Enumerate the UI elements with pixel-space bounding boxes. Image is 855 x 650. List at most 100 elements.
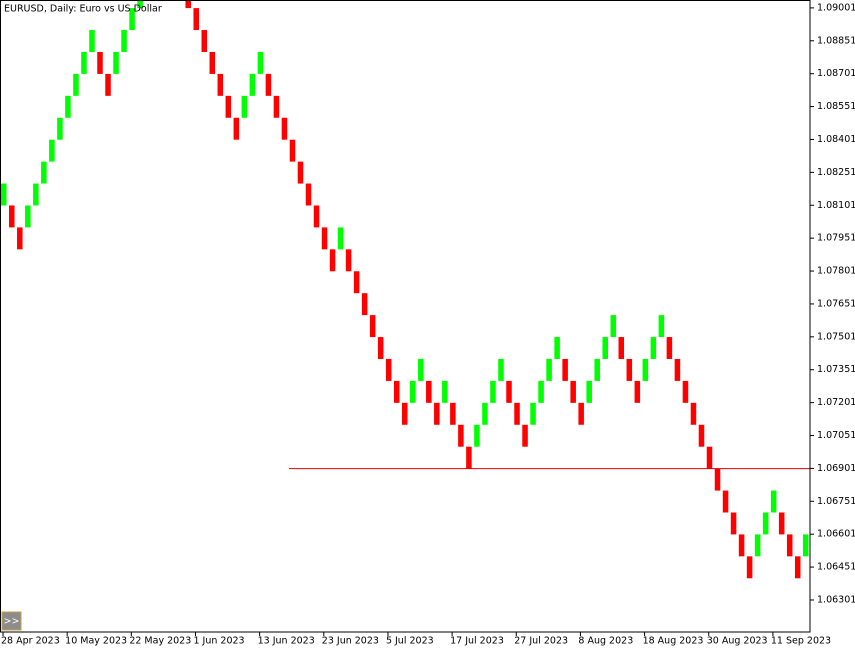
- renko-brick: [802, 534, 809, 557]
- renko-brick: [297, 161, 304, 184]
- renko-brick: [217, 73, 224, 96]
- renko-brick: [418, 358, 424, 381]
- y-tick-label: 1.09001: [817, 2, 855, 13]
- plot-area: [1, 0, 810, 579]
- renko-brick: [714, 468, 721, 491]
- renko-brick: [778, 512, 785, 535]
- scroll-button[interactable]: >>: [1, 611, 22, 631]
- renko-brick: [546, 358, 552, 381]
- renko-brick: [57, 117, 63, 140]
- renko-brick: [369, 315, 376, 338]
- x-tick-label: 18 Aug 2023: [643, 636, 704, 647]
- renko-brick: [618, 337, 625, 359]
- renko-brick: [562, 358, 568, 381]
- x-tick-label: 17 Jul 2023: [450, 636, 504, 647]
- renko-brick: [225, 95, 232, 118]
- renko-brick: [201, 30, 208, 52]
- renko-brick: [9, 205, 15, 228]
- renko-brick: [610, 315, 617, 338]
- renko-brick: [393, 380, 400, 403]
- renko-brick: [674, 358, 681, 381]
- renko-brick: [17, 227, 23, 250]
- renko-brick: [313, 205, 320, 228]
- renko-brick: [442, 380, 448, 403]
- plot-frame: [0, 0, 811, 633]
- renko-brick: [81, 51, 87, 74]
- renko-brick: [498, 358, 504, 381]
- renko-brick: [698, 424, 705, 447]
- y-tick-label: 1.06601: [817, 529, 855, 540]
- y-tick-label: 1.07501: [817, 331, 855, 342]
- renko-brick: [97, 51, 103, 74]
- x-tick-label: 27 Jul 2023: [514, 636, 568, 647]
- y-tick-label: 1.06451: [817, 562, 855, 573]
- renko-brick: [530, 402, 536, 425]
- renko-brick: [273, 95, 280, 118]
- renko-brick: [586, 380, 592, 403]
- renko-brick: [762, 512, 769, 535]
- renko-brick: [105, 73, 111, 96]
- renko-brick: [474, 424, 480, 447]
- renko-brick: [722, 490, 729, 513]
- renko-brick: [626, 358, 633, 381]
- y-tick-label: 1.07801: [817, 266, 855, 277]
- renko-brick: [642, 358, 649, 381]
- scroll-button-label[interactable]: >>: [4, 616, 20, 627]
- renko-brick: [265, 73, 272, 96]
- renko-brick: [754, 534, 761, 557]
- renko-brick: [738, 534, 745, 557]
- renko-brick: [289, 139, 296, 162]
- renko-brick: [634, 380, 641, 403]
- y-tick-label: 1.08101: [817, 200, 855, 211]
- renko-brick: [578, 402, 584, 425]
- renko-brick: [602, 337, 609, 359]
- renko-brick: [33, 183, 39, 206]
- renko-brick: [257, 51, 264, 74]
- renko-brick: [281, 117, 288, 140]
- y-tick-label: 1.07051: [817, 430, 855, 441]
- renko-brick: [434, 402, 440, 425]
- renko-brick: [570, 380, 576, 403]
- renko-brick: [185, 0, 191, 9]
- renko-brick: [450, 402, 456, 425]
- y-tick-label: 1.07651: [817, 298, 855, 309]
- scroll-button-box[interactable]: [1, 611, 22, 631]
- renko-brick: [49, 139, 55, 162]
- renko-brick: [706, 446, 713, 469]
- x-tick-label: 5 Jul 2023: [386, 636, 434, 647]
- renko-brick: [786, 534, 793, 557]
- renko-brick: [321, 227, 328, 250]
- renko-brick: [794, 556, 801, 579]
- renko-brick: [41, 161, 47, 184]
- renko-brick: [209, 51, 216, 74]
- y-tick-label: 1.08401: [817, 134, 855, 145]
- y-tick-label: 1.08701: [817, 68, 855, 79]
- renko-brick: [121, 30, 127, 52]
- renko-brick: [538, 380, 544, 403]
- renko-brick: [554, 337, 560, 359]
- renko-brick: [666, 337, 673, 359]
- renko-brick: [401, 402, 408, 425]
- renko-brick: [650, 337, 657, 359]
- renko-brick: [730, 512, 737, 535]
- y-tick-label: 1.07951: [817, 233, 855, 244]
- renko-brick: [1, 183, 7, 206]
- renko-brick: [385, 358, 392, 381]
- renko-brick: [746, 556, 753, 579]
- x-tick-label: 1 Jun 2023: [193, 636, 244, 647]
- renko-brick: [770, 490, 777, 513]
- y-tick-label: 1.06751: [817, 496, 855, 507]
- renko-brick: [233, 117, 240, 140]
- renko-brick: [377, 337, 384, 359]
- renko-brick: [345, 249, 352, 272]
- renko-brick: [249, 73, 256, 96]
- renko-brick: [682, 380, 689, 403]
- renko-brick: [361, 293, 368, 316]
- renko-brick: [410, 380, 416, 403]
- renko-brick: [241, 95, 248, 118]
- renko-brick: [73, 73, 79, 96]
- x-tick-label: 13 Jun 2023: [258, 636, 315, 647]
- x-tick-label: 30 Aug 2023: [707, 636, 768, 647]
- renko-brick: [426, 380, 432, 403]
- x-tick-label: 28 Apr 2023: [1, 636, 60, 647]
